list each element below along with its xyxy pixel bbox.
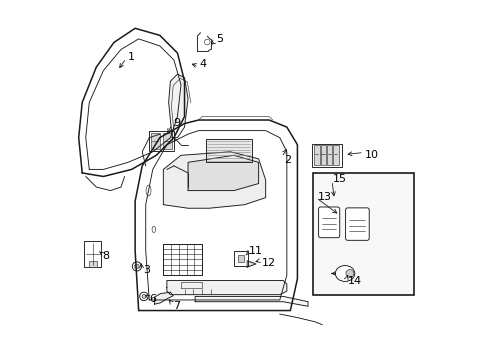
Text: 4: 4	[199, 59, 206, 69]
Polygon shape	[135, 120, 297, 311]
Text: 5: 5	[216, 34, 223, 44]
Bar	[320, 145, 325, 165]
Text: 2: 2	[284, 154, 290, 165]
Polygon shape	[166, 280, 286, 294]
Bar	[163, 243, 202, 275]
Polygon shape	[168, 74, 188, 138]
Bar	[84, 241, 101, 267]
Bar	[234, 251, 247, 266]
Text: 7: 7	[173, 301, 180, 311]
Polygon shape	[188, 155, 258, 190]
Text: 6: 6	[149, 294, 156, 304]
Text: 15: 15	[332, 174, 346, 184]
Text: 1: 1	[128, 52, 135, 62]
Text: 8: 8	[102, 251, 110, 261]
Text: 10: 10	[365, 150, 378, 159]
Polygon shape	[163, 152, 265, 208]
Text: 14: 14	[347, 275, 361, 285]
Ellipse shape	[152, 226, 155, 233]
Text: 3: 3	[142, 265, 150, 275]
Bar	[312, 144, 342, 167]
Polygon shape	[79, 28, 184, 176]
Circle shape	[204, 39, 210, 45]
Bar	[237, 255, 244, 262]
Bar	[326, 145, 332, 165]
Circle shape	[142, 294, 145, 298]
Circle shape	[345, 270, 353, 278]
Text: 12: 12	[261, 258, 275, 268]
FancyBboxPatch shape	[318, 207, 339, 238]
Bar	[163, 133, 172, 149]
Bar	[151, 133, 160, 149]
Polygon shape	[246, 261, 255, 267]
Bar	[313, 145, 319, 165]
FancyBboxPatch shape	[345, 208, 368, 240]
Circle shape	[140, 292, 148, 301]
Text: 13: 13	[317, 192, 331, 202]
Bar	[313, 173, 413, 294]
Polygon shape	[195, 296, 307, 306]
Text: 11: 11	[248, 246, 262, 256]
Ellipse shape	[146, 185, 151, 196]
Bar	[205, 139, 251, 162]
Circle shape	[134, 264, 139, 269]
Bar	[148, 131, 174, 151]
Circle shape	[132, 262, 141, 271]
Ellipse shape	[335, 266, 354, 282]
Polygon shape	[154, 292, 173, 304]
Bar	[333, 145, 338, 165]
Text: 9: 9	[173, 118, 180, 128]
Bar	[88, 261, 97, 267]
